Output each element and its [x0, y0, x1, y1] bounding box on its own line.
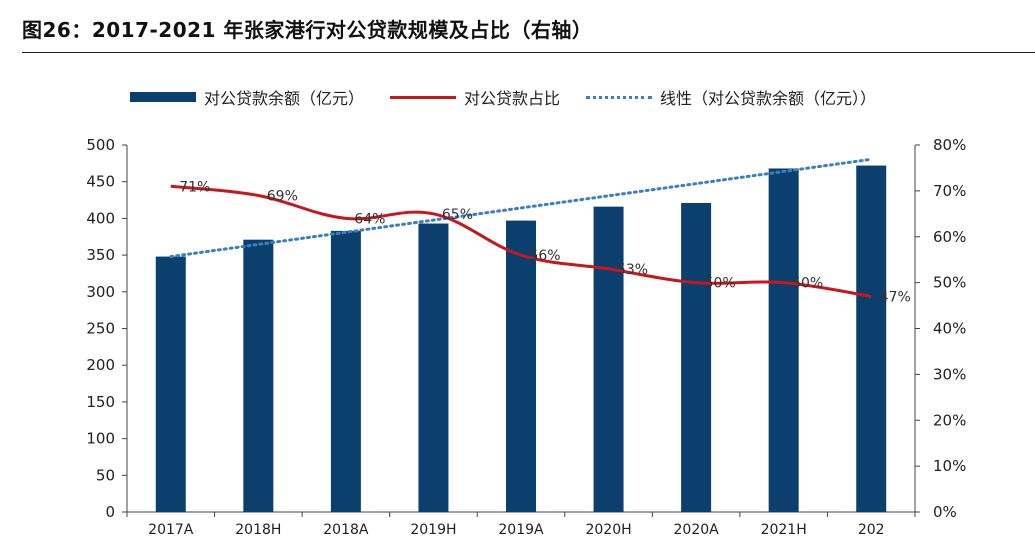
trendline-balance [169, 157, 873, 259]
left-axis-tick-label: 350 [86, 246, 115, 264]
combo-chart: 0 50 100 150 200 250 300 350 400 450 500 0% 10% 20% 30… [86, 136, 966, 538]
legend-swatch-line [390, 95, 457, 99]
legend-label-line: 对公贷款占比 [464, 89, 561, 108]
x-axis-tick-label: 2018H [235, 522, 281, 538]
left-axis-tick-label: 250 [86, 320, 115, 338]
legend-swatch-bar [130, 92, 196, 102]
left-axis-tick-label: 150 [86, 393, 115, 411]
share-data-label: 53% [617, 262, 648, 278]
share-data-label: 47% [880, 289, 911, 305]
x-axis-tick-label: 202 [858, 522, 885, 538]
left-axis-tick-label: 500 [86, 136, 115, 154]
bar-balance [593, 206, 624, 512]
legend-swatch-trend [586, 95, 653, 99]
x-axis-tick-label: 2019H [410, 522, 456, 538]
share-data-label: 71% [179, 179, 210, 195]
bar-balance [155, 256, 186, 512]
left-axis-tick-label: 400 [86, 209, 115, 227]
right-axis-tick-label: 60% [933, 228, 966, 246]
x-axis-tick-label: 2020H [585, 522, 631, 538]
share-data-label: 50% [705, 276, 736, 292]
bar-balance [856, 165, 887, 512]
right-axis-tick-label: 30% [933, 365, 966, 383]
left-axis-tick-label: 50 [96, 466, 115, 484]
right-axis-tick-label: 70% [933, 182, 966, 200]
bar-balance [418, 223, 449, 512]
left-axis-tick-label: 200 [86, 356, 115, 374]
x-axis-tick-label: 2018A [323, 522, 369, 538]
bar-balance [243, 239, 274, 512]
x-axis-tick-label: 2021H [761, 522, 807, 538]
legend-item-trend: 线性（对公贷款余额（亿元）） [586, 85, 876, 109]
x-axis-tick-label: 2020A [674, 522, 720, 538]
share-data-label: 65% [442, 207, 473, 223]
right-axis-tick-label: 80% [933, 136, 966, 154]
share-data-label: 56% [529, 248, 560, 264]
bar-balance [330, 230, 361, 512]
share-data-label: 50% [792, 276, 823, 292]
bar-balance [681, 202, 712, 512]
right-axis-tick-label: 40% [933, 320, 966, 338]
chart-legend: 对公贷款余额（亿元） 对公贷款占比 线性（对公贷款余额（亿元）） [130, 86, 902, 108]
left-axis-tick-label: 450 [86, 173, 115, 191]
bar-balance [768, 168, 799, 512]
x-axis-tick-label: 2017A [148, 522, 194, 538]
left-axis-tick-label: 0 [105, 503, 115, 521]
legend-label-trend: 线性（对公贷款余额（亿元）） [660, 89, 877, 108]
legend-label-bar: 对公贷款余额（亿元） [204, 89, 365, 108]
share-data-label: 69% [267, 188, 298, 204]
legend-item-bar: 对公贷款余额（亿元） [130, 85, 364, 109]
left-axis-tick-label: 100 [86, 430, 115, 448]
share-data-label: 64% [354, 211, 385, 227]
bar-balance [506, 220, 536, 512]
right-axis-tick-label: 50% [933, 274, 966, 292]
right-axis-tick-label: 10% [933, 457, 966, 475]
left-axis-tick-label: 300 [86, 283, 115, 301]
right-axis-tick-label: 20% [933, 411, 966, 429]
right-axis-tick-label: 0% [933, 503, 957, 521]
line-share [170, 184, 872, 298]
figure-title: 图26：2017-2021 年张家港行对公贷款规模及占比（右轴） [22, 18, 593, 42]
x-axis-tick-label: 2019A [498, 522, 544, 538]
title-divider [22, 52, 1035, 53]
legend-item-line: 对公贷款占比 [390, 85, 560, 109]
